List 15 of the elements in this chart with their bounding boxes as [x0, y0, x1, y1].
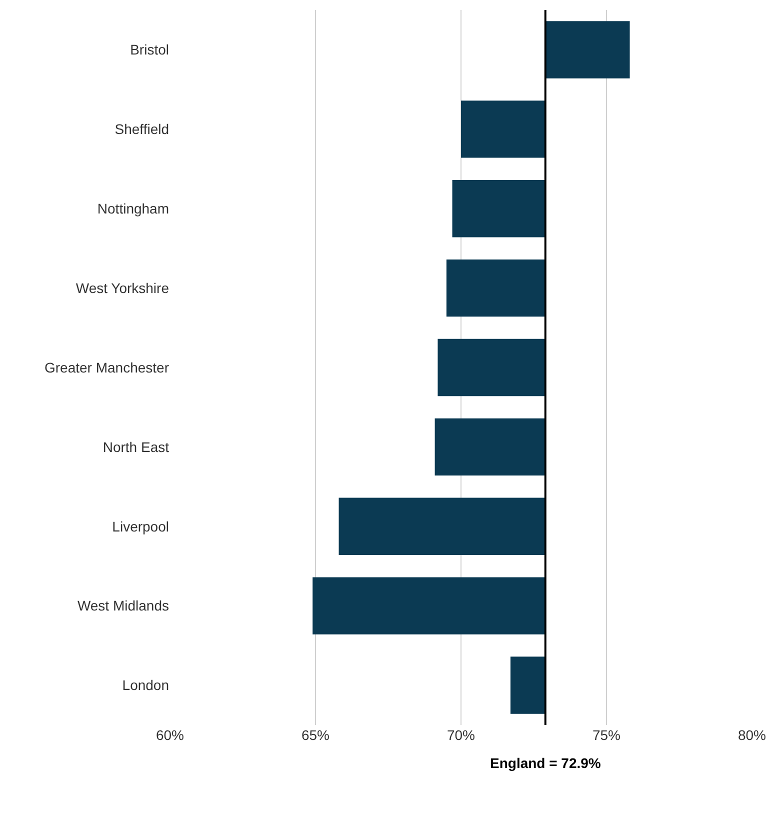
y-tick-label: Greater Manchester — [44, 359, 170, 376]
y-tick-label: Liverpool — [112, 518, 169, 534]
y-tick-label: London — [122, 677, 169, 694]
x-tick-label: 75% — [592, 727, 621, 743]
y-tick-label: Sheffield — [114, 121, 169, 138]
ref-line-label: England = 72.9% — [490, 755, 602, 771]
x-tick-label: 80% — [738, 727, 766, 743]
y-tick-label: West Yorkshire — [76, 280, 170, 296]
y-tick-label: Bristol — [130, 42, 169, 58]
x-tick-label: 65% — [301, 727, 330, 743]
x-tick-label: 70% — [446, 727, 476, 743]
y-tick-label: Nottingham — [97, 200, 169, 217]
y-tick-label: North East — [102, 438, 170, 455]
x-tick-label: 60% — [156, 727, 184, 743]
y-tick-label: West Midlands — [77, 598, 169, 614]
